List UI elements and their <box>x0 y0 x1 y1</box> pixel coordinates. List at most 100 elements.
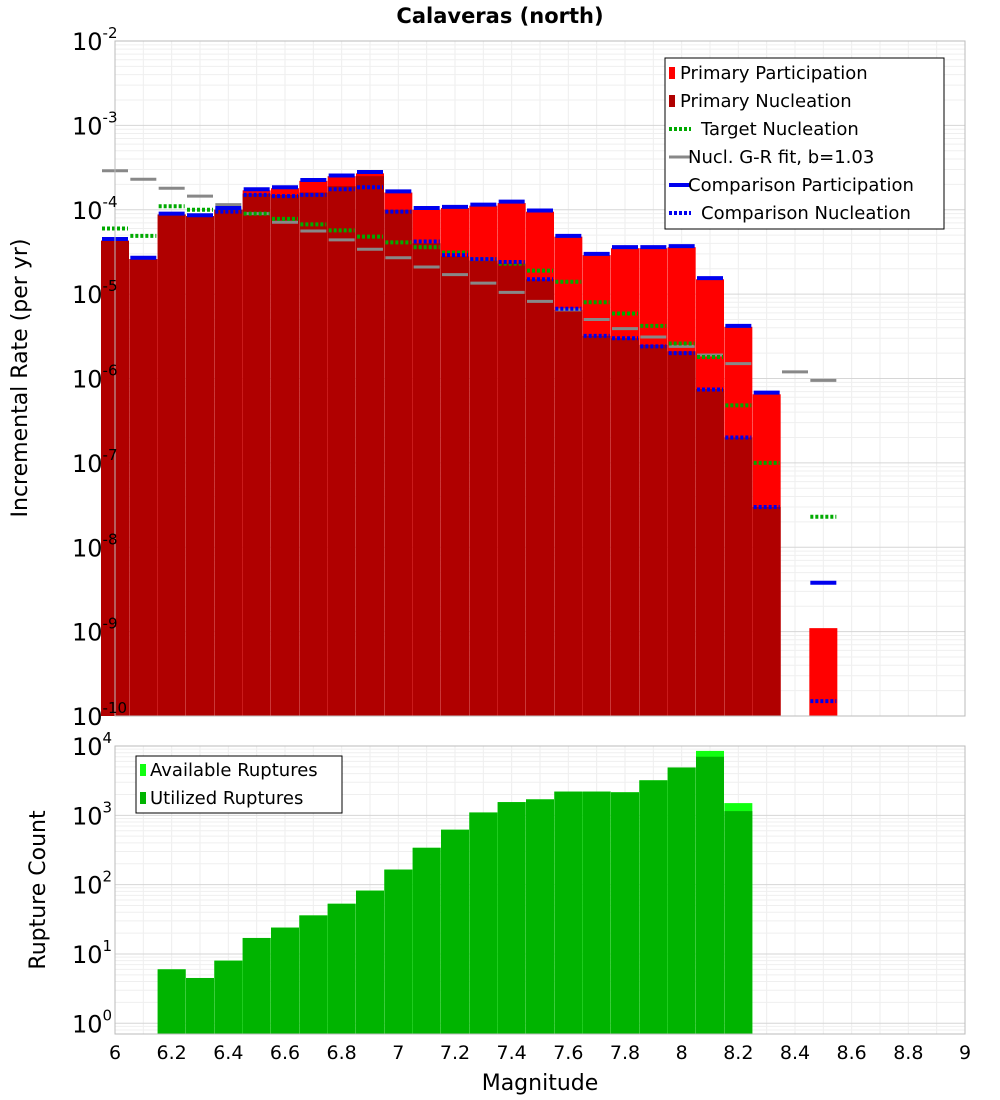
x-tick-label: 7.6 <box>553 1042 583 1064</box>
top-y-tick-label: 10-8 <box>72 530 118 562</box>
bar-primary-nucleation <box>356 176 384 716</box>
x-tick-label: 6.6 <box>270 1042 300 1064</box>
bar-utilized-ruptures <box>327 903 356 1034</box>
x-tick-label: 6.2 <box>157 1042 187 1064</box>
bar-utilized-ruptures <box>186 977 214 1034</box>
bottom-plot-bars <box>157 750 753 1034</box>
x-tick-labels: 6 6.2 6.4 6.6 6.8 7 7.2 7.4 7.6 7.8 8 8.2 8.4 8.6 8.8 9 <box>109 1042 971 1064</box>
bar-utilized-ruptures <box>611 792 639 1034</box>
legend-label-primary-participation: Primary Participation <box>680 63 868 84</box>
legend-swatch-primary-nucleation <box>669 95 675 107</box>
legend-label-target-nucleation: Target Nucleation <box>700 119 859 140</box>
x-tick-label: 9 <box>959 1042 971 1064</box>
top-plot-legend: Primary Participation Primary Nucleation T… <box>664 57 945 230</box>
bar-utilized-ruptures <box>526 799 554 1034</box>
bar-utilized-ruptures <box>214 960 243 1034</box>
x-tick-label: 8.8 <box>893 1042 923 1064</box>
bar-primary-nucleation <box>469 260 498 716</box>
bar-utilized-ruptures <box>271 927 299 1034</box>
legend-label-nucl-g-r-fit-b-1-03: Nucl. G-R fit, b=1.03 <box>688 147 874 168</box>
bottom-plot-legend: Available Ruptures Utilized Ruptures <box>135 755 343 814</box>
bottom-y-tick-label: 101 <box>72 937 112 969</box>
bottom-y-tick-label: 102 <box>72 868 112 900</box>
top-y-tick-label: 10-9 <box>72 615 118 647</box>
bar-primary-nucleation <box>384 209 413 716</box>
bottom-y-tick-label: 100 <box>72 1006 112 1038</box>
top-y-tick-label: 10-3 <box>72 108 118 140</box>
bar-utilized-ruptures <box>356 890 384 1034</box>
x-tick-label: 7.4 <box>497 1042 527 1064</box>
top-plot-markers <box>102 169 837 704</box>
bottom-plot-y-tick-labels: 100 101 102 103 104 <box>72 729 112 1038</box>
top-plot-bars <box>101 173 838 717</box>
bar-utilized-ruptures <box>667 767 696 1034</box>
legend-label-primary-nucleation: Primary Nucleation <box>680 91 852 112</box>
x-tick-label: 8.2 <box>723 1042 753 1064</box>
x-tick-label: 6 <box>109 1042 121 1064</box>
bar-utilized-ruptures <box>157 969 186 1034</box>
top-legend-box <box>664 57 945 230</box>
legend-swatch-primary-participation <box>669 67 675 79</box>
top-y-axis-label: Incremental Rate (per yr) <box>8 239 33 518</box>
top-plot-frame <box>114 40 966 717</box>
bar-utilized-ruptures <box>384 869 413 1034</box>
bar-primary-nucleation <box>554 309 583 716</box>
x-tick-label: 8 <box>676 1042 688 1064</box>
legend-label-available-ruptures: Available Ruptures <box>150 760 318 781</box>
bar-primary-nucleation <box>271 194 299 716</box>
top-y-tick-label: 10-5 <box>72 277 118 309</box>
x-tick-label: 8.4 <box>780 1042 810 1064</box>
bar-primary-nucleation <box>582 335 611 716</box>
bar-primary-nucleation <box>639 344 668 716</box>
legend-swatch-available-ruptures <box>140 764 146 776</box>
bar-primary-nucleation <box>497 263 526 716</box>
bar-primary-nucleation <box>724 437 753 716</box>
bar-primary-nucleation <box>752 506 781 716</box>
legend-label-utilized-ruptures: Utilized Ruptures <box>150 788 303 809</box>
top-y-tick-label: 10-7 <box>72 446 118 478</box>
bar-utilized-ruptures <box>242 937 271 1034</box>
bottom-y-tick-label: 103 <box>72 798 112 830</box>
top-y-tick-label: 10-10 <box>72 699 127 731</box>
x-tick-label: 6.4 <box>213 1042 243 1064</box>
x-tick-label: 7.2 <box>440 1042 470 1064</box>
x-tick-label: 7.8 <box>610 1042 640 1064</box>
bar-primary-nucleation <box>157 214 186 717</box>
legend-swatch-utilized-ruptures <box>140 792 146 804</box>
top-y-tick-label: 10-6 <box>72 362 118 394</box>
bar-utilized-ruptures <box>696 756 724 1034</box>
legend-label-comparison-participation: Comparison Participation <box>688 175 914 196</box>
bar-utilized-ruptures <box>412 847 441 1034</box>
bar-primary-nucleation <box>186 216 214 717</box>
bar-utilized-ruptures <box>299 915 328 1034</box>
x-tick-label: 7 <box>392 1042 404 1064</box>
bar-utilized-ruptures <box>639 780 668 1034</box>
bar-utilized-ruptures <box>469 812 498 1034</box>
bar-primary-nucleation <box>299 192 328 717</box>
bar-primary-nucleation <box>327 186 356 716</box>
bottom-plot-frame <box>114 745 966 1035</box>
bar-primary-nucleation <box>611 338 639 716</box>
bottom-y-tick-label: 104 <box>72 729 112 761</box>
top-y-tick-label: 10-2 <box>72 24 118 56</box>
bar-utilized-ruptures <box>724 811 753 1034</box>
bar-primary-nucleation <box>129 259 158 716</box>
bar-utilized-ruptures <box>497 802 526 1034</box>
x-tick-label: 6.8 <box>327 1042 357 1064</box>
bar-primary-nucleation <box>526 279 554 716</box>
bottom-legend-box <box>135 755 343 814</box>
bar-primary-nucleation <box>696 389 724 716</box>
chart-title: Calaveras (north) <box>396 4 603 28</box>
bar-utilized-ruptures <box>554 791 583 1034</box>
bar-primary-nucleation <box>242 193 271 716</box>
top-y-tick-label: 10-4 <box>72 193 118 225</box>
bar-utilized-ruptures <box>441 829 469 1034</box>
legend-label-comparison-nucleation: Comparison Nucleation <box>701 203 911 224</box>
bar-primary-nucleation <box>214 209 243 716</box>
bar-primary-nucleation <box>441 256 469 716</box>
bar-primary-nucleation <box>667 351 696 716</box>
bottom-y-axis-label: Rupture Count <box>26 810 51 970</box>
bar-utilized-ruptures <box>582 791 611 1034</box>
bar-primary-nucleation <box>412 243 441 717</box>
